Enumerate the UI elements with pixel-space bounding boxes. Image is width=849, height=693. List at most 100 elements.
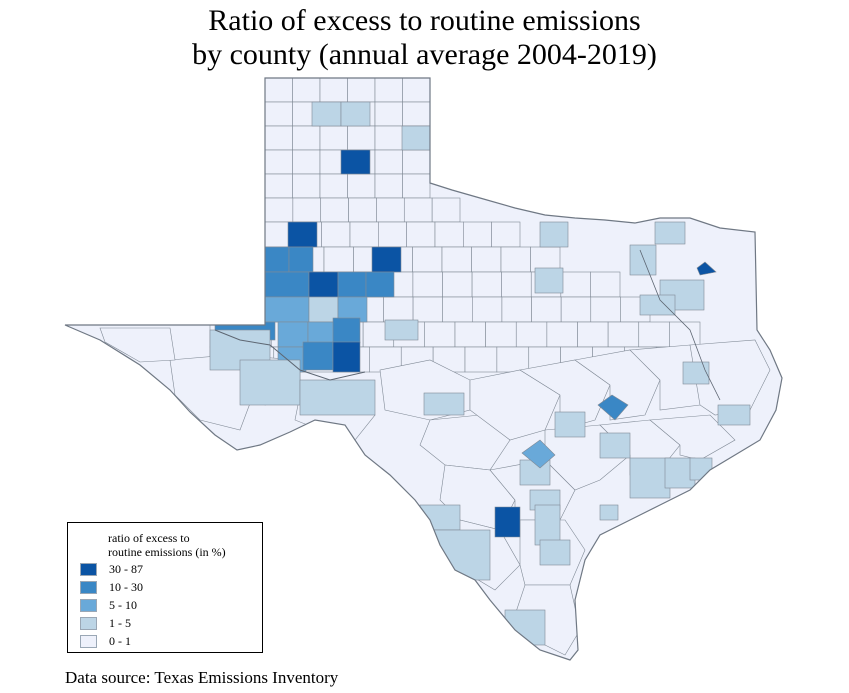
county (434, 221, 464, 248)
county (374, 78, 403, 103)
legend-label: 0 - 1 (109, 634, 131, 649)
legend-item: 5 - 10 (80, 597, 137, 612)
county (349, 221, 379, 248)
county (264, 125, 293, 151)
legend-item: 30 - 87 (80, 561, 143, 576)
county (471, 271, 502, 298)
river (639, 249, 721, 401)
county (454, 321, 486, 348)
county (423, 392, 465, 416)
county (717, 404, 751, 426)
county (491, 221, 521, 248)
county (374, 173, 403, 199)
county (590, 271, 621, 298)
county (534, 267, 564, 294)
county (464, 346, 498, 373)
county (419, 504, 461, 531)
county (431, 197, 461, 223)
county (348, 197, 377, 223)
county (383, 296, 414, 323)
county (319, 173, 348, 199)
legend-title-line2: routine emissions (in %) (108, 545, 226, 559)
county (546, 321, 578, 348)
county (496, 346, 530, 373)
county (264, 246, 290, 273)
county (590, 296, 621, 323)
county (402, 149, 431, 175)
county (682, 361, 710, 385)
county (402, 101, 431, 127)
county (264, 173, 293, 199)
county (319, 125, 348, 151)
map-title-line1: Ratio of excess to routine emissions (208, 4, 641, 37)
county (374, 101, 403, 127)
county (320, 197, 349, 223)
county (485, 321, 517, 348)
legend-label: 5 - 10 (109, 598, 137, 613)
map-legend: ratio of excess to routine emissions (in… (67, 522, 263, 653)
county (347, 125, 376, 151)
county (554, 411, 586, 438)
county (403, 197, 433, 223)
county (607, 321, 640, 348)
county (442, 296, 473, 323)
county (292, 173, 321, 199)
county (599, 504, 619, 521)
county (264, 149, 293, 175)
county (412, 271, 443, 298)
county (501, 296, 532, 323)
map-title-line2: by county (annual average 2004-2019) (192, 38, 657, 71)
county (401, 125, 431, 151)
legend-item: 10 - 30 (80, 579, 143, 594)
county (332, 317, 361, 344)
county (292, 197, 322, 223)
data-source-note: Data source: Texas Emissions Inventory (65, 668, 339, 687)
county (504, 609, 546, 646)
legend-swatch (80, 562, 97, 576)
county (531, 296, 562, 323)
county (412, 246, 443, 273)
river (214, 329, 366, 381)
county (515, 321, 548, 348)
county (99, 327, 176, 363)
county (442, 271, 473, 298)
county (239, 359, 301, 406)
county (371, 246, 402, 273)
county (376, 197, 405, 223)
map-title: Ratio of excess to routine emissions by … (0, 4, 849, 72)
county (292, 125, 321, 151)
county (654, 221, 686, 245)
county (629, 244, 657, 276)
county (521, 439, 556, 469)
county (308, 271, 339, 298)
county (264, 101, 293, 127)
county (696, 261, 717, 276)
county (539, 221, 569, 248)
county (332, 341, 361, 373)
county (292, 149, 321, 175)
county (264, 296, 310, 323)
legend-label: 10 - 30 (109, 580, 143, 595)
legend-label: 1 - 5 (109, 616, 131, 631)
legend-item: 1 - 5 (80, 615, 131, 630)
county (287, 221, 318, 248)
county (471, 246, 502, 273)
county (264, 78, 293, 103)
county-grid (99, 78, 771, 656)
county (402, 78, 431, 103)
county (292, 78, 321, 103)
county (441, 246, 472, 273)
county (264, 197, 294, 223)
county (406, 221, 436, 248)
county (539, 539, 571, 566)
county (424, 321, 456, 348)
county (384, 319, 419, 341)
county (340, 101, 371, 127)
legend-label: 30 - 87 (109, 562, 143, 577)
legend-title-line1: ratio of excess to (108, 531, 190, 545)
county (378, 221, 407, 248)
county (597, 394, 629, 421)
legend-swatch (80, 616, 97, 630)
county (689, 457, 713, 481)
